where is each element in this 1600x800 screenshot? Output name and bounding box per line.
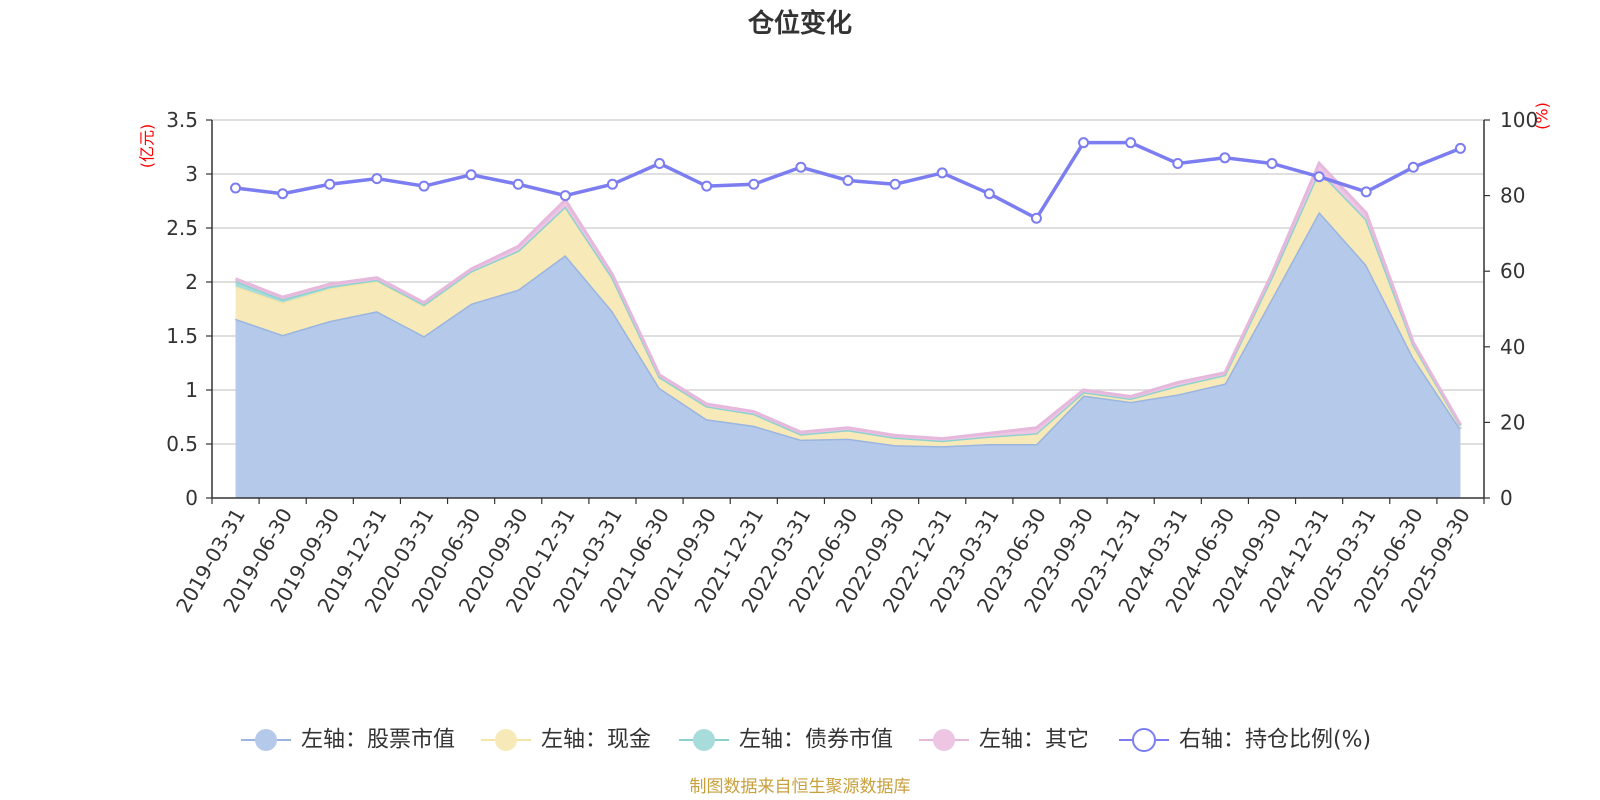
ratio-point xyxy=(606,178,618,190)
right-tick-label: 100 xyxy=(1500,108,1538,132)
chart-title: 仓位变化 xyxy=(747,8,852,39)
ratio-point xyxy=(277,188,289,200)
ratio-point xyxy=(230,182,242,194)
area-edge-左轴：其它 xyxy=(235,160,1462,441)
legend-label: 右轴：持仓比例(%) xyxy=(1179,728,1371,753)
legend-label: 左轴：债券市值 xyxy=(739,728,893,753)
legend-item: 左轴：债券市值 xyxy=(679,728,893,753)
area-左轴：股票市值 xyxy=(235,211,1461,499)
left-tick-label: 2.5 xyxy=(166,216,198,240)
ratio-point xyxy=(701,180,713,192)
left-tick-label: 3 xyxy=(185,162,198,186)
legend-marker xyxy=(1132,728,1156,752)
ratio-point xyxy=(1407,161,1419,173)
holding-ratio-line xyxy=(230,137,1466,224)
ratio-point xyxy=(1266,157,1278,169)
legend-label: 左轴：股票市值 xyxy=(301,728,455,753)
stacked-areas xyxy=(235,160,1462,499)
ratio-point xyxy=(1030,212,1042,224)
legend-item: 左轴：股票市值 xyxy=(241,728,455,753)
legend-marker xyxy=(693,729,715,751)
ratio-point xyxy=(371,173,383,185)
ratio-point xyxy=(795,161,807,173)
legend-marker xyxy=(255,729,277,751)
left-tick-label: 1 xyxy=(185,378,198,402)
area-左轴：现金 xyxy=(235,170,1461,447)
legend-item: 右轴：持仓比例(%) xyxy=(1119,728,1371,753)
ratio-point xyxy=(1172,157,1184,169)
left-axis-unit: (亿元) xyxy=(138,124,157,169)
left-tick-label: 3.5 xyxy=(166,108,198,132)
right-axis-unit: (%) xyxy=(1533,102,1552,130)
legend-item: 左轴：其它 xyxy=(919,728,1089,753)
right-tick-label: 0 xyxy=(1500,486,1513,510)
left-tick-label: 1.5 xyxy=(166,324,198,348)
ratio-point xyxy=(512,178,524,190)
ratio-point xyxy=(983,188,995,200)
ratio-point xyxy=(1219,152,1231,164)
right-tick-label: 60 xyxy=(1500,259,1525,283)
right-tick-label: 20 xyxy=(1500,410,1525,434)
data-source-note: 制图数据来自恒生聚源数据库 xyxy=(690,777,911,797)
ratio-point xyxy=(889,178,901,190)
ratio-point xyxy=(418,180,430,192)
ratio-point xyxy=(1454,142,1466,154)
legend-label: 左轴：现金 xyxy=(541,728,651,753)
right-tick-label: 80 xyxy=(1500,184,1525,208)
ratio-point xyxy=(1125,137,1137,149)
legend-marker xyxy=(495,729,517,751)
left-tick-label: 0 xyxy=(185,486,198,510)
legend-marker xyxy=(933,729,955,751)
ratio-point xyxy=(1313,171,1325,183)
legend-label: 左轴：其它 xyxy=(979,728,1089,753)
ratio-point xyxy=(748,178,760,190)
legend-item: 左轴：现金 xyxy=(481,728,651,753)
ratio-point xyxy=(936,167,948,179)
left-tick-label: 0.5 xyxy=(166,432,198,456)
legend: 左轴：股票市值 左轴：现金 左轴：债券市值 左轴：其它 右轴：持仓比例(%) xyxy=(241,728,1371,753)
ratio-point xyxy=(842,174,854,186)
ratio-point xyxy=(654,157,666,169)
ratio-point xyxy=(1360,186,1372,198)
ratio-point xyxy=(465,169,477,181)
left-tick-label: 2 xyxy=(185,270,198,294)
right-tick-label: 40 xyxy=(1500,335,1525,359)
ratio-point xyxy=(1078,137,1090,149)
ratio-point xyxy=(559,190,571,202)
ratio-point xyxy=(324,178,336,190)
